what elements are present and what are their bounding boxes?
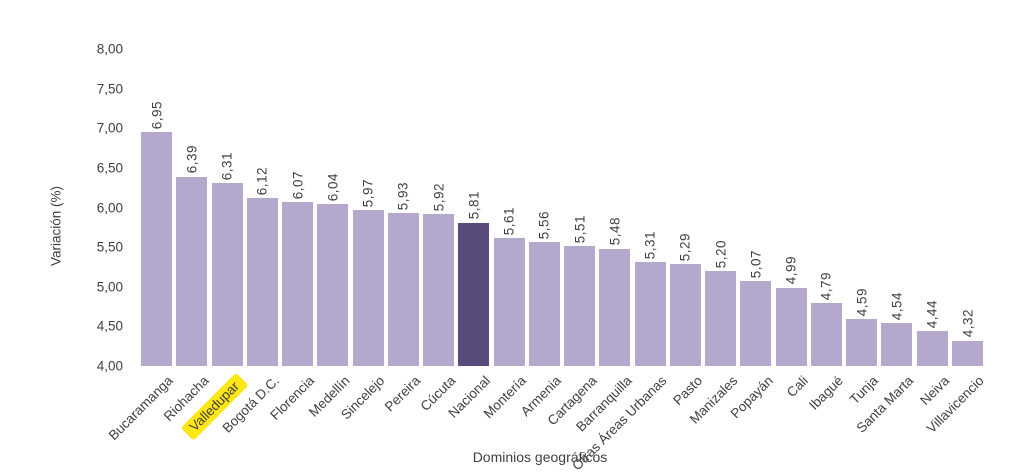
bar-value-label: 5,97 bbox=[360, 178, 376, 207]
bar-monter-a bbox=[493, 238, 525, 366]
bar-tunja bbox=[846, 319, 878, 366]
category-label: Cali bbox=[783, 373, 811, 401]
y-tick-label: 4,00 bbox=[96, 358, 123, 374]
y-tick-label: 8,00 bbox=[96, 41, 123, 57]
bar-value-label: 6,12 bbox=[254, 166, 270, 195]
bar-c-cuta bbox=[423, 213, 455, 366]
category-label: Ibagué bbox=[806, 373, 847, 413]
bar-value-label: 5,07 bbox=[748, 249, 764, 279]
y-tick-label: 5,00 bbox=[96, 279, 123, 295]
bar-value-label: 5,93 bbox=[395, 181, 411, 211]
bar-value-label: 5,48 bbox=[607, 217, 623, 246]
bar-pasto bbox=[669, 263, 701, 366]
bar-armenia bbox=[528, 242, 560, 366]
x-axis-title: Dominios geográficos bbox=[472, 449, 608, 465]
bar-value-label: 5,20 bbox=[713, 239, 729, 268]
bar-value-label: 4,79 bbox=[818, 272, 834, 301]
bar-value-label: 6,39 bbox=[184, 145, 200, 174]
bar-value-label: 5,61 bbox=[501, 207, 517, 236]
bar-riohacha bbox=[176, 176, 208, 366]
bar-value-label: 6,31 bbox=[219, 151, 235, 180]
y-tick-label: 7,50 bbox=[96, 81, 123, 97]
y-tick-label: 5,50 bbox=[96, 239, 123, 255]
bar-value-label: 5,29 bbox=[677, 232, 693, 261]
bar-bogot-d-c- bbox=[246, 197, 278, 366]
bar-value-label: 4,59 bbox=[854, 287, 870, 317]
bar-value-label: 4,32 bbox=[960, 309, 975, 338]
y-tick-label: 7,00 bbox=[96, 120, 123, 136]
bar-otras-reas-urbanas bbox=[634, 262, 666, 366]
bar-sincelejo bbox=[352, 209, 384, 366]
bar-value-label: 6,07 bbox=[290, 170, 306, 199]
bar-pereira bbox=[387, 213, 419, 366]
bar-value-label: 6,04 bbox=[325, 173, 341, 202]
bar-value-label: 5,51 bbox=[572, 215, 588, 244]
bar-value-label: 6,95 bbox=[149, 100, 164, 130]
bar-medell-n bbox=[317, 204, 349, 366]
bar-value-label: 5,92 bbox=[431, 182, 447, 211]
bar-cali bbox=[775, 287, 807, 366]
bar-santa-marta bbox=[881, 323, 913, 366]
y-axis-title: Variación (%) bbox=[48, 185, 64, 267]
bar-manizales bbox=[705, 270, 737, 366]
bar-value-label: 5,56 bbox=[536, 211, 552, 240]
bar-barranquilla bbox=[599, 248, 631, 366]
bar-value-label: 5,31 bbox=[642, 230, 658, 260]
bar-value-label: 5,81 bbox=[466, 191, 482, 220]
category-label: Pereira bbox=[381, 373, 423, 415]
bar-ibagu- bbox=[810, 303, 842, 366]
y-tick-label: 6,50 bbox=[96, 160, 123, 176]
bar-nacional bbox=[458, 222, 490, 366]
bar-florencia bbox=[282, 201, 314, 366]
y-tick-label: 6,00 bbox=[96, 200, 123, 215]
bar-valledupar bbox=[211, 182, 243, 366]
bar-value-label: 4,99 bbox=[783, 256, 799, 285]
bar-value-label: 4,54 bbox=[889, 291, 905, 321]
bar-bucaramanga bbox=[141, 132, 172, 366]
y-tick-label: 4,50 bbox=[96, 318, 123, 334]
bar-neiva bbox=[916, 331, 948, 366]
bar-cartagena bbox=[564, 246, 596, 366]
bar-villavicencio bbox=[952, 340, 983, 366]
bar-value-label: 4,44 bbox=[924, 299, 940, 329]
bar-popay-n bbox=[740, 281, 772, 366]
